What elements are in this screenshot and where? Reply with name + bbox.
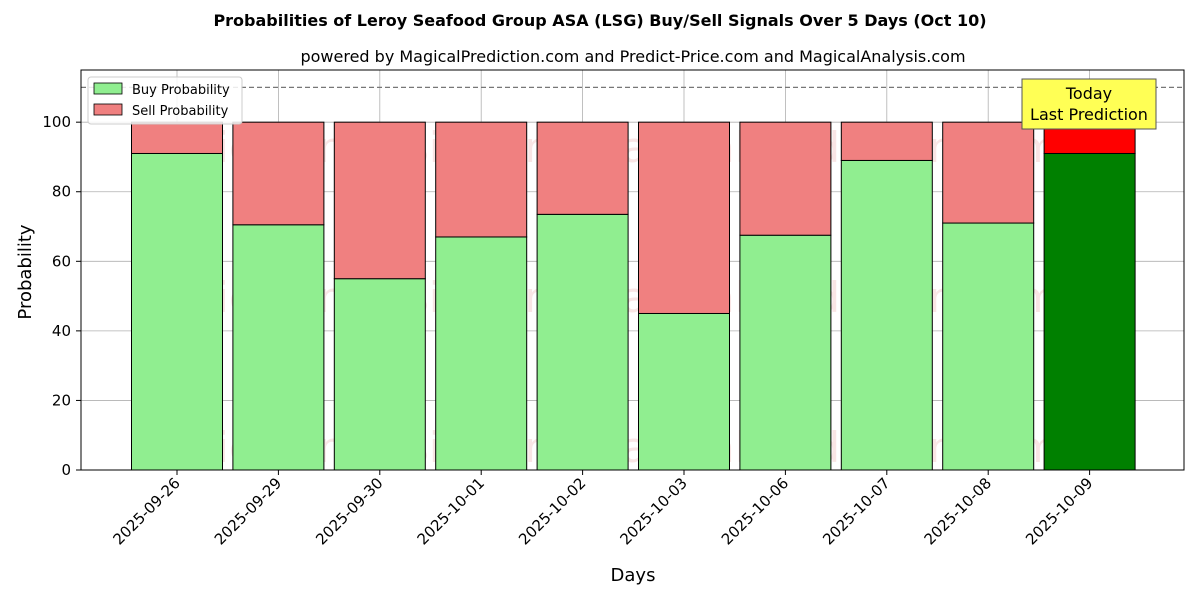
bar-buy <box>333 278 426 471</box>
x-tick-label: 2025-10-03 <box>616 474 690 548</box>
x-tick-label: 2025-10-09 <box>1022 474 1096 548</box>
bar-sell <box>232 121 325 226</box>
bar-sell <box>739 121 832 236</box>
bar-sell <box>333 121 426 280</box>
annotation-line2: Last Prediction <box>1030 105 1148 124</box>
x-tick-label: 2025-09-26 <box>109 474 183 548</box>
bar-buy <box>232 224 325 471</box>
bar-sell <box>435 121 528 238</box>
x-axis-label: Days <box>611 565 656 586</box>
y-tick-label: 80 <box>52 183 71 201</box>
legend-swatch-buy <box>93 82 123 95</box>
y-tick-label: 40 <box>52 322 71 340</box>
legend-frame <box>87 76 243 125</box>
chart-subtitle: powered by MagicalPrediction.com and Pre… <box>300 47 965 66</box>
bar-buy <box>536 213 629 471</box>
x-tick-label: 2025-10-06 <box>718 474 792 548</box>
x-tick-label: 2025-10-08 <box>921 474 995 548</box>
bar-buy <box>840 159 933 471</box>
y-axis: 0 20 40 60 80 100 <box>42 113 81 479</box>
x-tick-label: 2025-10-02 <box>515 474 589 548</box>
annotation-box <box>1021 78 1157 130</box>
annotation-line1: Today <box>1065 84 1112 103</box>
x-tick-label: 2025-10-01 <box>414 474 488 548</box>
bar-buy <box>131 152 223 471</box>
y-tick-label: 60 <box>52 252 71 270</box>
y-tick-label: 0 <box>61 461 71 479</box>
x-axis: 2025-09-26 2025-09-29 2025-09-30 2025-10-01… <box>109 470 1096 548</box>
bar-sell <box>536 121 629 215</box>
bar-buy <box>435 236 528 471</box>
y-axis-label: Probability <box>15 224 36 319</box>
x-tick-label: 2025-10-07 <box>819 474 893 548</box>
x-tick-label: 2025-09-29 <box>211 474 285 548</box>
bar-sell <box>942 121 1035 224</box>
x-tick-label: 2025-09-30 <box>312 474 386 548</box>
legend-label-sell: Sell Probability <box>132 104 229 119</box>
bar-buy <box>638 312 730 471</box>
legend: Buy Probability Sell Probability <box>87 76 243 125</box>
y-tick-label: 100 <box>42 113 71 131</box>
bar-buy <box>1043 152 1136 471</box>
legend-label-buy: Buy Probability <box>132 83 230 98</box>
y-tick-label: 20 <box>52 391 71 409</box>
bar-sell <box>840 121 933 161</box>
bar-buy <box>739 234 832 471</box>
legend-swatch-sell <box>93 103 123 116</box>
bar-sell <box>131 121 223 154</box>
chart-title: Probabilities of Leroy Seafood Group ASA… <box>213 11 986 30</box>
bar-buy <box>942 222 1035 471</box>
bars <box>131 121 1136 471</box>
bar-sell <box>638 121 730 314</box>
plot-frame <box>80 69 1185 471</box>
annotation-today: Today Last Prediction <box>1021 78 1157 130</box>
